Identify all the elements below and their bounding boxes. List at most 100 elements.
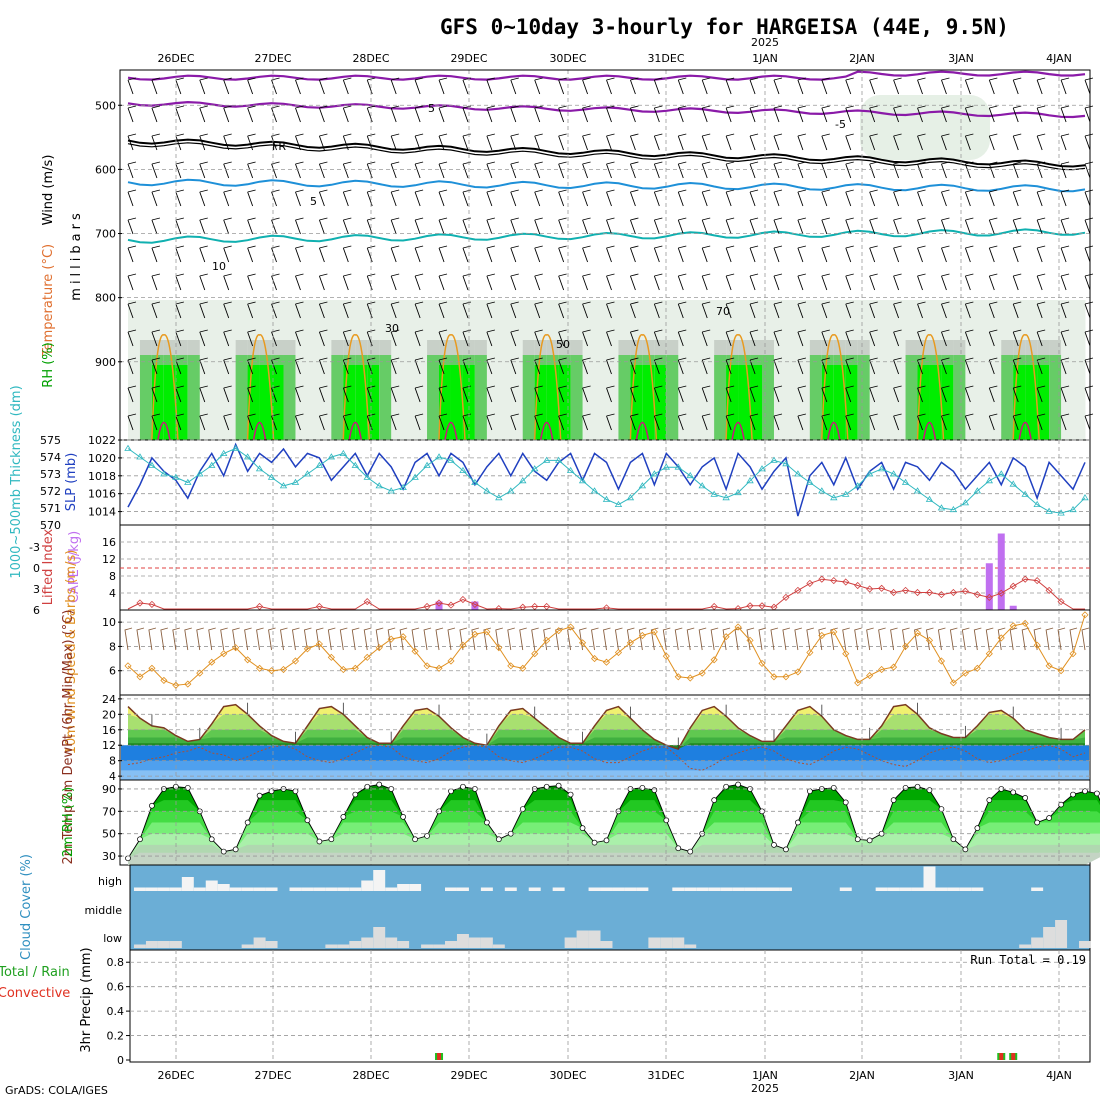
rh-shade-mid [857,355,871,440]
wind-barb [462,357,472,375]
wind-axis: 6 8 10 [102,616,122,678]
wind-barb [797,301,807,319]
rh-point [639,784,646,791]
contour-15c [438,334,466,441]
wind-barb [1060,357,1070,375]
rh-shade-mid [905,355,919,440]
wind-barb [725,413,735,431]
wind-barb [127,329,137,347]
wind-barb [295,77,304,95]
wind-barb [653,133,663,151]
cloud-marks [133,866,1091,948]
wind-barb [749,161,759,179]
rh-shade-mid [187,355,201,440]
surface-wind-barb [722,627,731,651]
thickness-point [650,470,659,477]
rh-shade-light [403,300,416,440]
thickness-point [531,465,539,472]
wind-barb [1060,301,1070,319]
li-point [782,593,790,601]
surface-wind-barb [818,627,826,651]
rh-tick-label: 90 [102,783,116,796]
wind-barb [582,413,591,431]
wind-barb [773,385,783,403]
wind-barb [653,273,663,291]
surface-wind-barb [543,627,551,651]
surface-wind-barb [351,627,360,651]
li-point [1057,598,1065,606]
rh-shade-mid [331,355,344,440]
wind-barb [630,77,639,95]
contour-15c [916,334,945,441]
wind-barb [677,217,687,235]
thickness-point [554,456,563,463]
wind-speed-point [758,659,766,667]
wind-barb [606,273,615,291]
convective-bar [1011,1053,1016,1060]
contour-label: 30 [385,322,399,335]
rh-shade-mid [1001,355,1014,440]
rh-point [184,784,191,791]
thickness-point [471,478,479,485]
wind-barb [414,301,424,319]
wind-barb [390,329,400,347]
low-cloud-bar [1055,920,1068,948]
wind-barb [223,189,232,207]
wind-barb [701,273,711,291]
rh-shade-light [319,300,332,440]
surface-wind-barb [782,627,791,651]
rh-point [783,846,789,853]
cape-tick-label: 4 [109,587,116,600]
surface-wind-barb [602,627,611,651]
surface-wind-barb [937,627,946,651]
wind-barb [342,105,352,123]
wind-barb [941,189,950,207]
wind-barb [845,329,854,347]
wind-barb [677,329,687,347]
precip-tick-label: 0.8 [107,956,125,969]
wind-barb [630,105,639,123]
high-cloud-bar [193,887,206,891]
wind-barb [773,413,783,431]
rh-point [591,839,598,846]
rh-shade-mid [714,355,727,440]
wind-barb [1084,329,1094,347]
high-cloud-bar [684,887,697,891]
wind-barb [390,357,400,375]
contour-label: 5 [428,102,435,115]
li-point [890,588,898,597]
high-cloud-bar [253,887,266,891]
high-cloud-bar [409,884,422,891]
wind-barb [1012,105,1022,123]
wind-barb [941,77,950,95]
wind-speed-point [172,681,180,689]
wind-barb [606,105,615,123]
thickness-point [542,456,551,463]
top-date-label: 2JAN [849,52,875,65]
wind-barb [917,329,926,347]
wind-barb [127,301,137,319]
wind-barb [749,357,759,375]
wind-barb [677,133,687,151]
rh-shade-light [797,300,811,440]
wind-barb [342,357,352,375]
wind-speed-point [124,662,132,670]
rh-shade-light [594,300,607,440]
wind-barb [725,161,735,179]
surface-wind-barb [232,627,240,651]
rh-point [567,791,574,798]
wind-speed-point [901,642,910,650]
thickness-point [590,487,599,494]
wind-barb [223,161,232,179]
thickness-point [806,478,814,485]
wind-barb [438,189,448,207]
wind-barb [701,217,711,235]
wind-barb [988,217,998,235]
rh-axis: 30 50 70 90 [102,783,122,863]
pressure-tick-label: 500 [95,99,116,112]
rh-point [938,806,945,812]
wind-barb [749,189,759,207]
wind-barb [869,105,878,123]
low-cloud-bar [349,941,362,948]
wind-barb [510,161,519,179]
